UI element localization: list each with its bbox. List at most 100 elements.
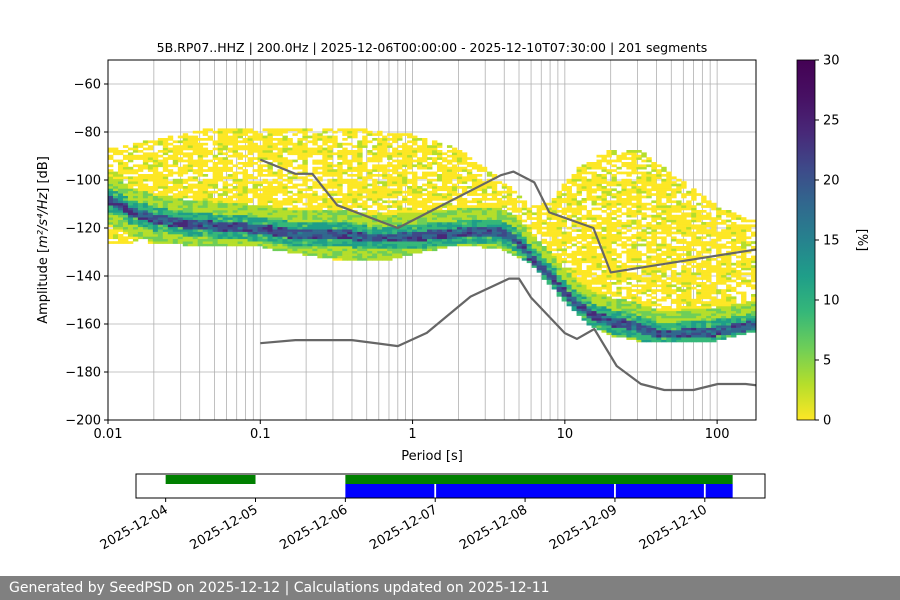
heatmap-cell <box>172 241 179 244</box>
heatmap-cell <box>322 226 328 230</box>
heatmap-cell <box>422 164 428 168</box>
heatmap-cell <box>252 162 258 165</box>
heatmap-cell <box>671 337 677 340</box>
heatmap-cell <box>511 205 518 208</box>
heatmap-cell <box>177 181 184 184</box>
heatmap-cell <box>456 198 463 201</box>
heatmap-cell <box>451 231 458 235</box>
heatmap-cell <box>516 224 523 228</box>
heatmap-cell <box>661 238 667 242</box>
heatmap-cell <box>501 241 508 244</box>
heatmap-cell <box>177 178 184 182</box>
heatmap-cell <box>327 171 333 175</box>
heatmap-cell <box>322 193 328 196</box>
heatmap-cell <box>456 226 463 230</box>
heatmap-cell <box>581 183 587 187</box>
heatmap-cell <box>322 147 328 151</box>
heatmap-cell <box>486 198 493 201</box>
heatmap-cell <box>596 166 602 170</box>
heatmap-cell <box>337 246 343 249</box>
heatmap-cell <box>287 152 293 156</box>
heatmap-cell <box>521 226 528 230</box>
heatmap-cell <box>681 339 687 343</box>
heatmap-cell <box>596 313 602 316</box>
heatmap-cell <box>287 226 293 230</box>
heatmap-cell <box>646 301 652 304</box>
heatmap-cell <box>357 246 363 249</box>
heatmap-cell <box>621 222 627 225</box>
heatmap-cell <box>486 210 493 213</box>
heatmap-cell <box>222 217 229 220</box>
heatmap-cell <box>352 226 358 230</box>
heatmap-cell <box>666 193 672 196</box>
heatmap-cell <box>611 272 617 276</box>
heatmap-cell <box>681 267 687 271</box>
heatmap-cell <box>337 234 343 237</box>
heatmap-cell <box>601 166 607 170</box>
heatmap-cell <box>412 147 418 151</box>
heatmap-cell <box>596 176 602 180</box>
heatmap-cell <box>486 174 493 177</box>
heatmap-cell <box>481 183 488 187</box>
heatmap-cell <box>641 229 647 232</box>
heatmap-cell <box>167 205 174 208</box>
heatmap-cell <box>187 147 194 151</box>
heatmap-cell <box>636 260 642 264</box>
heatmap-cell <box>292 145 298 148</box>
heatmap-cell <box>601 310 607 314</box>
heatmap-cell <box>192 176 199 180</box>
heatmap-cell <box>317 207 323 211</box>
heatmap-cell <box>626 322 632 326</box>
heatmap-cell <box>312 205 318 208</box>
heatmap-cell <box>362 164 368 168</box>
heatmap-cell <box>661 296 667 300</box>
heatmap-cell <box>636 190 642 194</box>
heatmap-cell <box>392 250 398 254</box>
heatmap-cell <box>656 202 662 206</box>
heatmap-cell <box>601 286 607 290</box>
heatmap-cell <box>681 212 687 216</box>
heatmap-cell <box>227 162 234 165</box>
heatmap-cell <box>621 296 627 300</box>
heatmap-cell <box>651 207 657 211</box>
heatmap-cell <box>432 157 438 160</box>
heatmap-cell <box>646 289 652 292</box>
heatmap-cell <box>436 169 443 172</box>
heatmap-cell <box>337 212 343 216</box>
heatmap-cell <box>367 169 373 172</box>
heatmap-cell <box>681 224 687 228</box>
heatmap-cell <box>591 255 597 259</box>
heatmap-cell <box>377 166 383 170</box>
heatmap-cell <box>516 255 523 259</box>
heatmap-cell <box>561 250 567 254</box>
heatmap-cell <box>332 207 338 211</box>
heatmap-cell <box>262 212 268 216</box>
heatmap-cell <box>441 164 448 168</box>
heatmap-cell <box>681 315 687 319</box>
heatmap-cell <box>297 183 303 187</box>
heatmap-cell <box>461 210 468 213</box>
heatmap-cell <box>267 128 273 132</box>
heatmap-cell <box>117 195 124 199</box>
heatmap-cell <box>202 238 209 242</box>
heatmap-cell <box>651 325 657 328</box>
heatmap-cell <box>646 262 652 266</box>
heatmap-cell <box>392 135 398 139</box>
heatmap-cell <box>466 157 473 160</box>
heatmap-cell <box>222 145 229 148</box>
heatmap-cell <box>177 186 184 189</box>
heatmap-cell <box>297 150 303 153</box>
heatmap-cell <box>601 241 607 244</box>
heatmap-cell <box>327 138 333 141</box>
heatmap-cell <box>546 255 553 259</box>
heatmap-cell <box>646 298 652 302</box>
heatmap-cell <box>172 229 179 232</box>
heatmap-cell <box>297 250 303 254</box>
heatmap-cell <box>137 174 144 177</box>
heatmap-cell <box>651 162 657 165</box>
heatmap-cell <box>202 164 209 168</box>
heatmap-cell <box>481 231 488 235</box>
heatmap-cell <box>197 138 204 141</box>
heatmap-cell <box>212 222 219 225</box>
heatmap-cell <box>317 198 323 201</box>
